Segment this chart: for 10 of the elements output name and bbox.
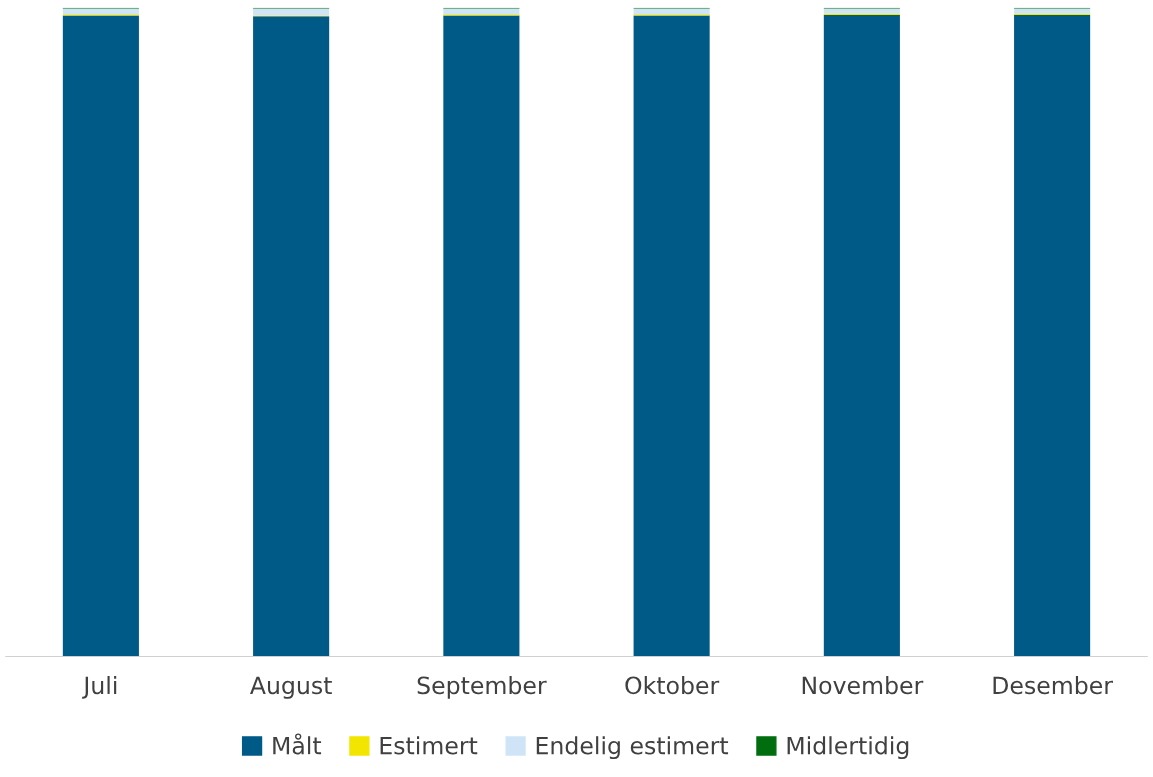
legend-label: Målt — [273, 733, 322, 755]
legend-label: Midlertidig — [787, 736, 909, 760]
x-tick-label: Desember — [993, 676, 1113, 695]
legend-label: Estimert — [380, 736, 478, 755]
legend-label: Endelig estimert — [536, 736, 729, 760]
x-tick-label: November — [802, 676, 924, 695]
x-tick-label: Oktober — [625, 676, 720, 695]
x-tick-label: August — [250, 676, 332, 699]
x-tick-label: September — [417, 676, 547, 699]
x-tick-label: Juli — [82, 676, 117, 699]
